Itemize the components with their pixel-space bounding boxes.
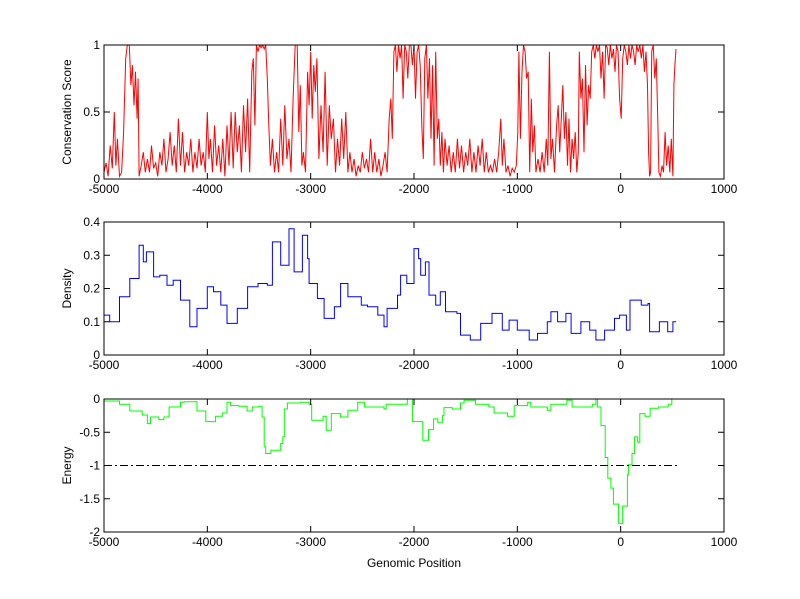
x-tick-label: 1000 <box>711 182 738 196</box>
density-plot-area <box>104 222 724 355</box>
y-tick-label: 0.3 <box>83 248 100 262</box>
x-tick-label: -4000 <box>192 182 223 196</box>
y-tick-label: 0 <box>93 172 100 186</box>
x-tick-label: -1000 <box>502 182 533 196</box>
energy-y-axis-label: Energy <box>60 446 74 484</box>
y-tick-label: -0.5 <box>79 425 100 439</box>
y-tick-label: -1.5 <box>79 492 100 506</box>
x-tick-label: -2000 <box>399 358 430 372</box>
density-y-axis-label: Density <box>60 268 74 308</box>
x-tick-label: -1000 <box>502 358 533 372</box>
x-tick-label: -4000 <box>192 535 223 549</box>
y-tick-label: 1 <box>93 38 100 52</box>
energy-series-line <box>104 399 676 524</box>
x-tick-label: -2000 <box>399 182 430 196</box>
conservation-plot-area <box>104 45 724 179</box>
y-tick-label: 0 <box>93 392 100 406</box>
conservation-y-axis-label: Conservation Score <box>60 59 74 165</box>
y-tick-label: 0.1 <box>83 315 100 329</box>
x-tick-label: 0 <box>617 358 624 372</box>
conservation-axes: -5000 -4000 -3000 -2000 -1000 0 1000 0 0.5 1 Conse… <box>60 38 738 196</box>
y-tick-label: 0.5 <box>83 105 100 119</box>
x-tick-label: -3000 <box>295 182 326 196</box>
x-tick-label: -5000 <box>89 358 120 372</box>
x-tick-label: 0 <box>617 182 624 196</box>
x-tick-label: -3000 <box>295 535 326 549</box>
x-tick-label: -5000 <box>89 535 120 549</box>
x-tick-label: -4000 <box>192 358 223 372</box>
y-tick-label: -2 <box>89 525 100 539</box>
density-axes: -5000 -4000 -3000 -2000 -1000 0 1000 0 0.1 0.2 0.3… <box>60 215 738 372</box>
x-tick-label: 1000 <box>711 535 738 549</box>
x-tick-label: 1000 <box>711 358 738 372</box>
x-tick-label: -3000 <box>295 358 326 372</box>
x-tick-label: -2000 <box>399 535 430 549</box>
conservation-series-line <box>104 45 677 179</box>
x-tick-label: -5000 <box>89 182 120 196</box>
y-tick-label: 0.4 <box>83 215 100 229</box>
y-tick-label: -1 <box>89 459 100 473</box>
x-axis-label: Genomic Position <box>367 556 461 570</box>
y-tick-label: 0.2 <box>83 282 100 296</box>
y-tick-label: 0 <box>93 348 100 362</box>
density-series-line <box>104 228 676 341</box>
x-tick-label: -1000 <box>502 535 533 549</box>
energy-axes: -5000 -4000 -3000 -2000 -1000 0 1000 -2 -1.5 -1 -0… <box>60 392 738 549</box>
x-tick-label: 0 <box>617 535 624 549</box>
